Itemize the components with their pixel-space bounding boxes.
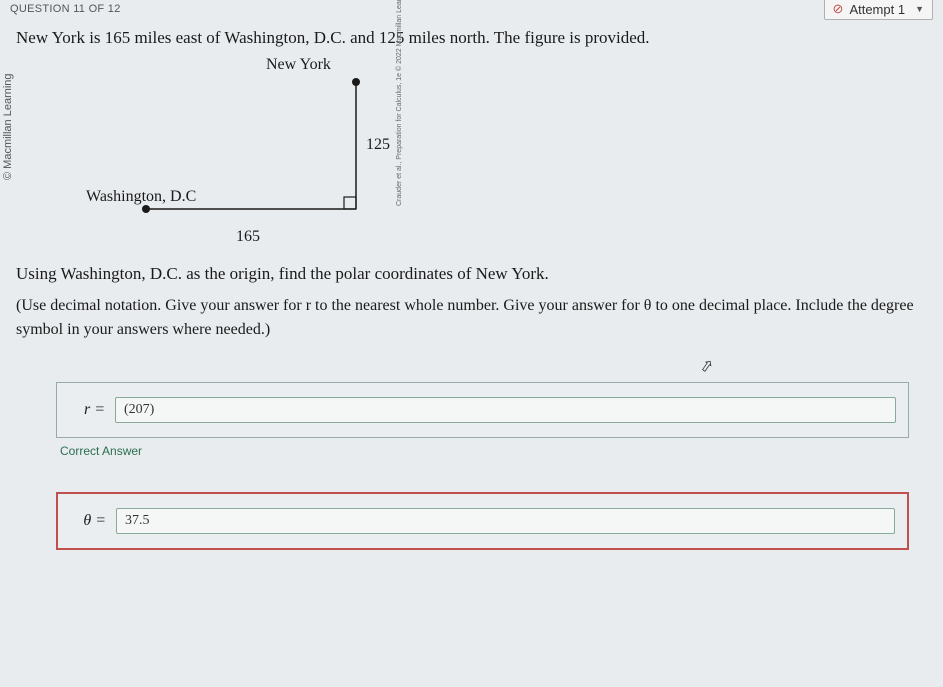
answer-box-theta: θ = [56,492,909,550]
figure: New York Washington, D.C 125 165 Crauder… [56,56,416,256]
chevron-down-icon: ▼ [915,4,924,14]
cursor-icon: ⬀ [698,355,715,377]
attempt-dropdown[interactable]: ⊘ Attempt 1 ▼ [824,0,933,20]
hint-text: (Use decimal notation. Give your answer … [16,294,929,342]
copyright-side: © Macmillan Learning [2,73,14,180]
figure-credit: Crauder et al., Preparation for Calculus… [396,0,404,206]
content: New York is 165 miles east of Washington… [0,22,943,550]
triangle-diagram [126,74,376,234]
theta-input[interactable] [116,508,895,534]
question-nav: QUESTION 11 OF 12 [10,3,121,15]
r-input[interactable] [115,397,896,423]
r-label: r = [71,401,105,419]
attempt-label: Attempt 1 [849,2,905,17]
top-bar: QUESTION 11 OF 12 ⊘ Attempt 1 ▼ [0,0,943,22]
r-feedback: Correct Answer [60,444,929,458]
problem-statement: New York is 165 miles east of Washington… [16,26,929,50]
no-entry-icon: ⊘ [833,1,844,17]
figure-ny-label: New York [266,56,331,74]
answer-box-r: r = [56,382,909,438]
theta-label: θ = [72,512,106,530]
instruction-text: Using Washington, D.C. as the origin, fi… [16,264,929,284]
